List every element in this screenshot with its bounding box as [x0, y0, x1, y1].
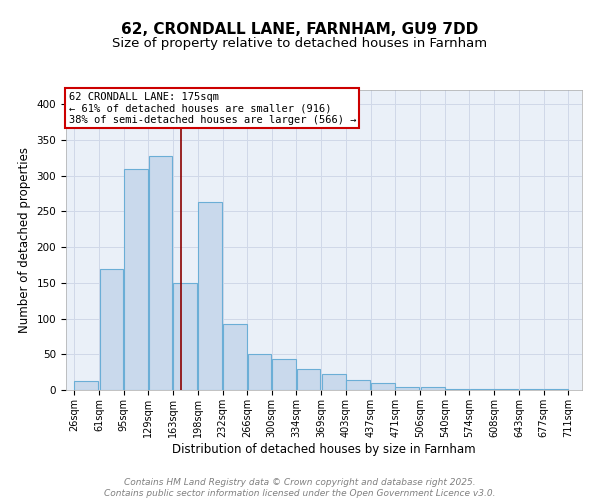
- Bar: [494, 388, 518, 390]
- Bar: [346, 380, 370, 390]
- Bar: [74, 382, 98, 390]
- Bar: [149, 156, 172, 390]
- Bar: [544, 388, 568, 390]
- Bar: [371, 383, 395, 390]
- X-axis label: Distribution of detached houses by size in Farnham: Distribution of detached houses by size …: [172, 442, 476, 456]
- Bar: [421, 387, 445, 390]
- Bar: [322, 374, 346, 390]
- Text: 62 CRONDALL LANE: 175sqm
← 61% of detached houses are smaller (916)
38% of semi-: 62 CRONDALL LANE: 175sqm ← 61% of detach…: [68, 92, 356, 124]
- Text: 62, CRONDALL LANE, FARNHAM, GU9 7DD: 62, CRONDALL LANE, FARNHAM, GU9 7DD: [121, 22, 479, 38]
- Y-axis label: Number of detached properties: Number of detached properties: [18, 147, 31, 333]
- Text: Contains HM Land Registry data © Crown copyright and database right 2025.
Contai: Contains HM Land Registry data © Crown c…: [104, 478, 496, 498]
- Bar: [248, 354, 271, 390]
- Bar: [173, 283, 197, 390]
- Bar: [223, 324, 247, 390]
- Bar: [272, 358, 296, 390]
- Bar: [124, 168, 148, 390]
- Bar: [100, 268, 124, 390]
- Bar: [199, 202, 222, 390]
- Text: Size of property relative to detached houses in Farnham: Size of property relative to detached ho…: [112, 38, 488, 51]
- Bar: [296, 370, 320, 390]
- Bar: [395, 387, 419, 390]
